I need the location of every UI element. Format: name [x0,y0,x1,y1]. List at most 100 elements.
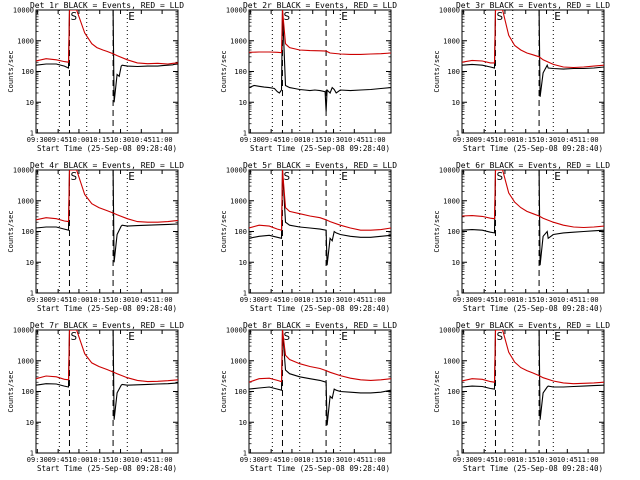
lld-series-line [462,10,604,69]
y-tick-label: 100 [21,388,34,396]
x-tick-label: 09:45 [261,456,282,464]
y-tick-label: 1 [243,290,247,298]
x-tick-label: 10:00 [281,296,302,304]
y-tick-label: 100 [21,228,34,236]
lld-series-line [249,10,391,55]
x-tick-label: 10:15 [89,456,110,464]
y-tick-label: 1000 [17,357,34,365]
x-tick-label: 10:45 [557,296,578,304]
y-tick-label: 10000 [439,327,460,335]
x-tick-label: 11:00 [365,456,386,464]
y-tick-label: 10 [26,259,34,267]
events-series-line [462,170,604,266]
y-tick-label: 1 [243,130,247,138]
x-tick-label: 10:45 [344,136,365,144]
y-tick-label: 1000 [443,357,460,365]
x-axis-label: Start Time (25-Sep-08 09:28:40) [37,464,177,473]
x-tick-label: 10:30 [110,296,131,304]
y-tick-label: 1 [456,450,460,458]
chart-panel-8: Det 8r BLACK = Events, RED = LLD 1 10 100 10… [220,321,397,473]
x-tick-label: 09:45 [48,456,69,464]
chart-panel-7: Det 7r BLACK = Events, RED = LLD 1 10 100 10… [7,321,184,473]
y-tick-label: 1000 [443,197,460,205]
segment-marker-s: S [496,10,503,23]
events-series-line [249,10,391,112]
lld-series-line [462,330,604,385]
x-tick-label: 09:30 [27,456,48,464]
x-tick-label: 11:00 [152,456,173,464]
y-tick-label: 1000 [230,197,247,205]
events-series-line [462,330,604,420]
events-series-line [249,330,391,426]
y-tick-label: 10000 [439,7,460,15]
chart-title: Det 4r BLACK = Events, RED = LLD [30,161,184,170]
x-tick-label: 10:30 [323,456,344,464]
chart-title: Det 7r BLACK = Events, RED = LLD [30,321,184,330]
y-axis-label: Counts/sec [220,210,228,252]
x-tick-label: 10:00 [494,296,515,304]
plot-frame [248,329,392,454]
segment-marker-e: E [554,170,561,183]
y-tick-label: 1000 [443,37,460,45]
chart-title: Det 9r BLACK = Events, RED = LLD [456,321,610,330]
x-tick-label: 11:00 [365,136,386,144]
x-tick-label: 09:30 [453,296,474,304]
y-tick-label: 1 [30,450,34,458]
x-tick-label: 10:00 [494,136,515,144]
y-tick-label: 100 [447,68,460,76]
y-tick-label: 10000 [13,7,34,15]
y-tick-label: 10000 [439,167,460,175]
segment-marker-s: S [70,330,77,343]
plot-frame [248,169,392,294]
plot-frame [461,329,605,454]
y-tick-label: 10 [452,419,460,427]
segment-marker-e: E [128,10,135,23]
x-tick-label: 10:15 [89,296,110,304]
segment-marker-s: S [283,10,290,23]
y-tick-label: 10000 [226,167,247,175]
x-tick-label: 09:30 [240,296,261,304]
segment-marker-s: S [496,330,503,343]
x-tick-label: 10:30 [110,136,131,144]
lld-series-line [36,330,178,383]
chart-title: Det 6r BLACK = Events, RED = LLD [456,161,610,170]
plot-frame [35,329,179,454]
x-axis-label: Start Time (25-Sep-08 09:28:40) [250,304,390,313]
x-axis-label: Start Time (25-Sep-08 09:28:40) [463,464,603,473]
y-tick-label: 10 [239,259,247,267]
x-tick-label: 09:30 [240,136,261,144]
x-tick-label: 10:45 [557,456,578,464]
x-tick-label: 09:30 [453,456,474,464]
y-tick-label: 10 [452,259,460,267]
x-tick-label: 10:45 [344,296,365,304]
x-tick-label: 10:00 [494,456,515,464]
x-tick-label: 11:00 [152,296,173,304]
chart-panel-9: Det 9r BLACK = Events, RED = LLD 1 10 100 10… [433,321,610,473]
y-tick-label: 100 [234,228,247,236]
x-tick-label: 10:45 [131,136,152,144]
x-tick-label: 10:30 [536,296,557,304]
x-tick-label: 09:45 [261,136,282,144]
x-axis-label: Start Time (25-Sep-08 09:28:40) [250,144,390,153]
y-tick-label: 1 [456,130,460,138]
y-axis-label: Counts/sec [7,370,15,412]
y-tick-label: 1000 [17,197,34,205]
x-tick-label: 11:00 [578,136,599,144]
x-tick-label: 10:45 [131,296,152,304]
y-tick-label: 100 [234,68,247,76]
x-tick-label: 11:00 [578,456,599,464]
x-axis-label: Start Time (25-Sep-08 09:28:40) [463,304,603,313]
x-tick-label: 09:45 [474,456,495,464]
plot-frame [461,9,605,134]
x-tick-label: 10:15 [302,296,323,304]
x-axis-label: Start Time (25-Sep-08 09:28:40) [37,144,177,153]
y-tick-label: 10000 [13,327,34,335]
x-tick-label: 11:00 [365,296,386,304]
x-tick-label: 10:30 [110,456,131,464]
events-series-line [249,170,391,266]
y-tick-label: 10000 [226,327,247,335]
lld-series-line [36,10,178,65]
y-axis-label: Counts/sec [220,50,228,92]
y-tick-label: 10 [26,99,34,107]
y-tick-label: 10 [452,99,460,107]
